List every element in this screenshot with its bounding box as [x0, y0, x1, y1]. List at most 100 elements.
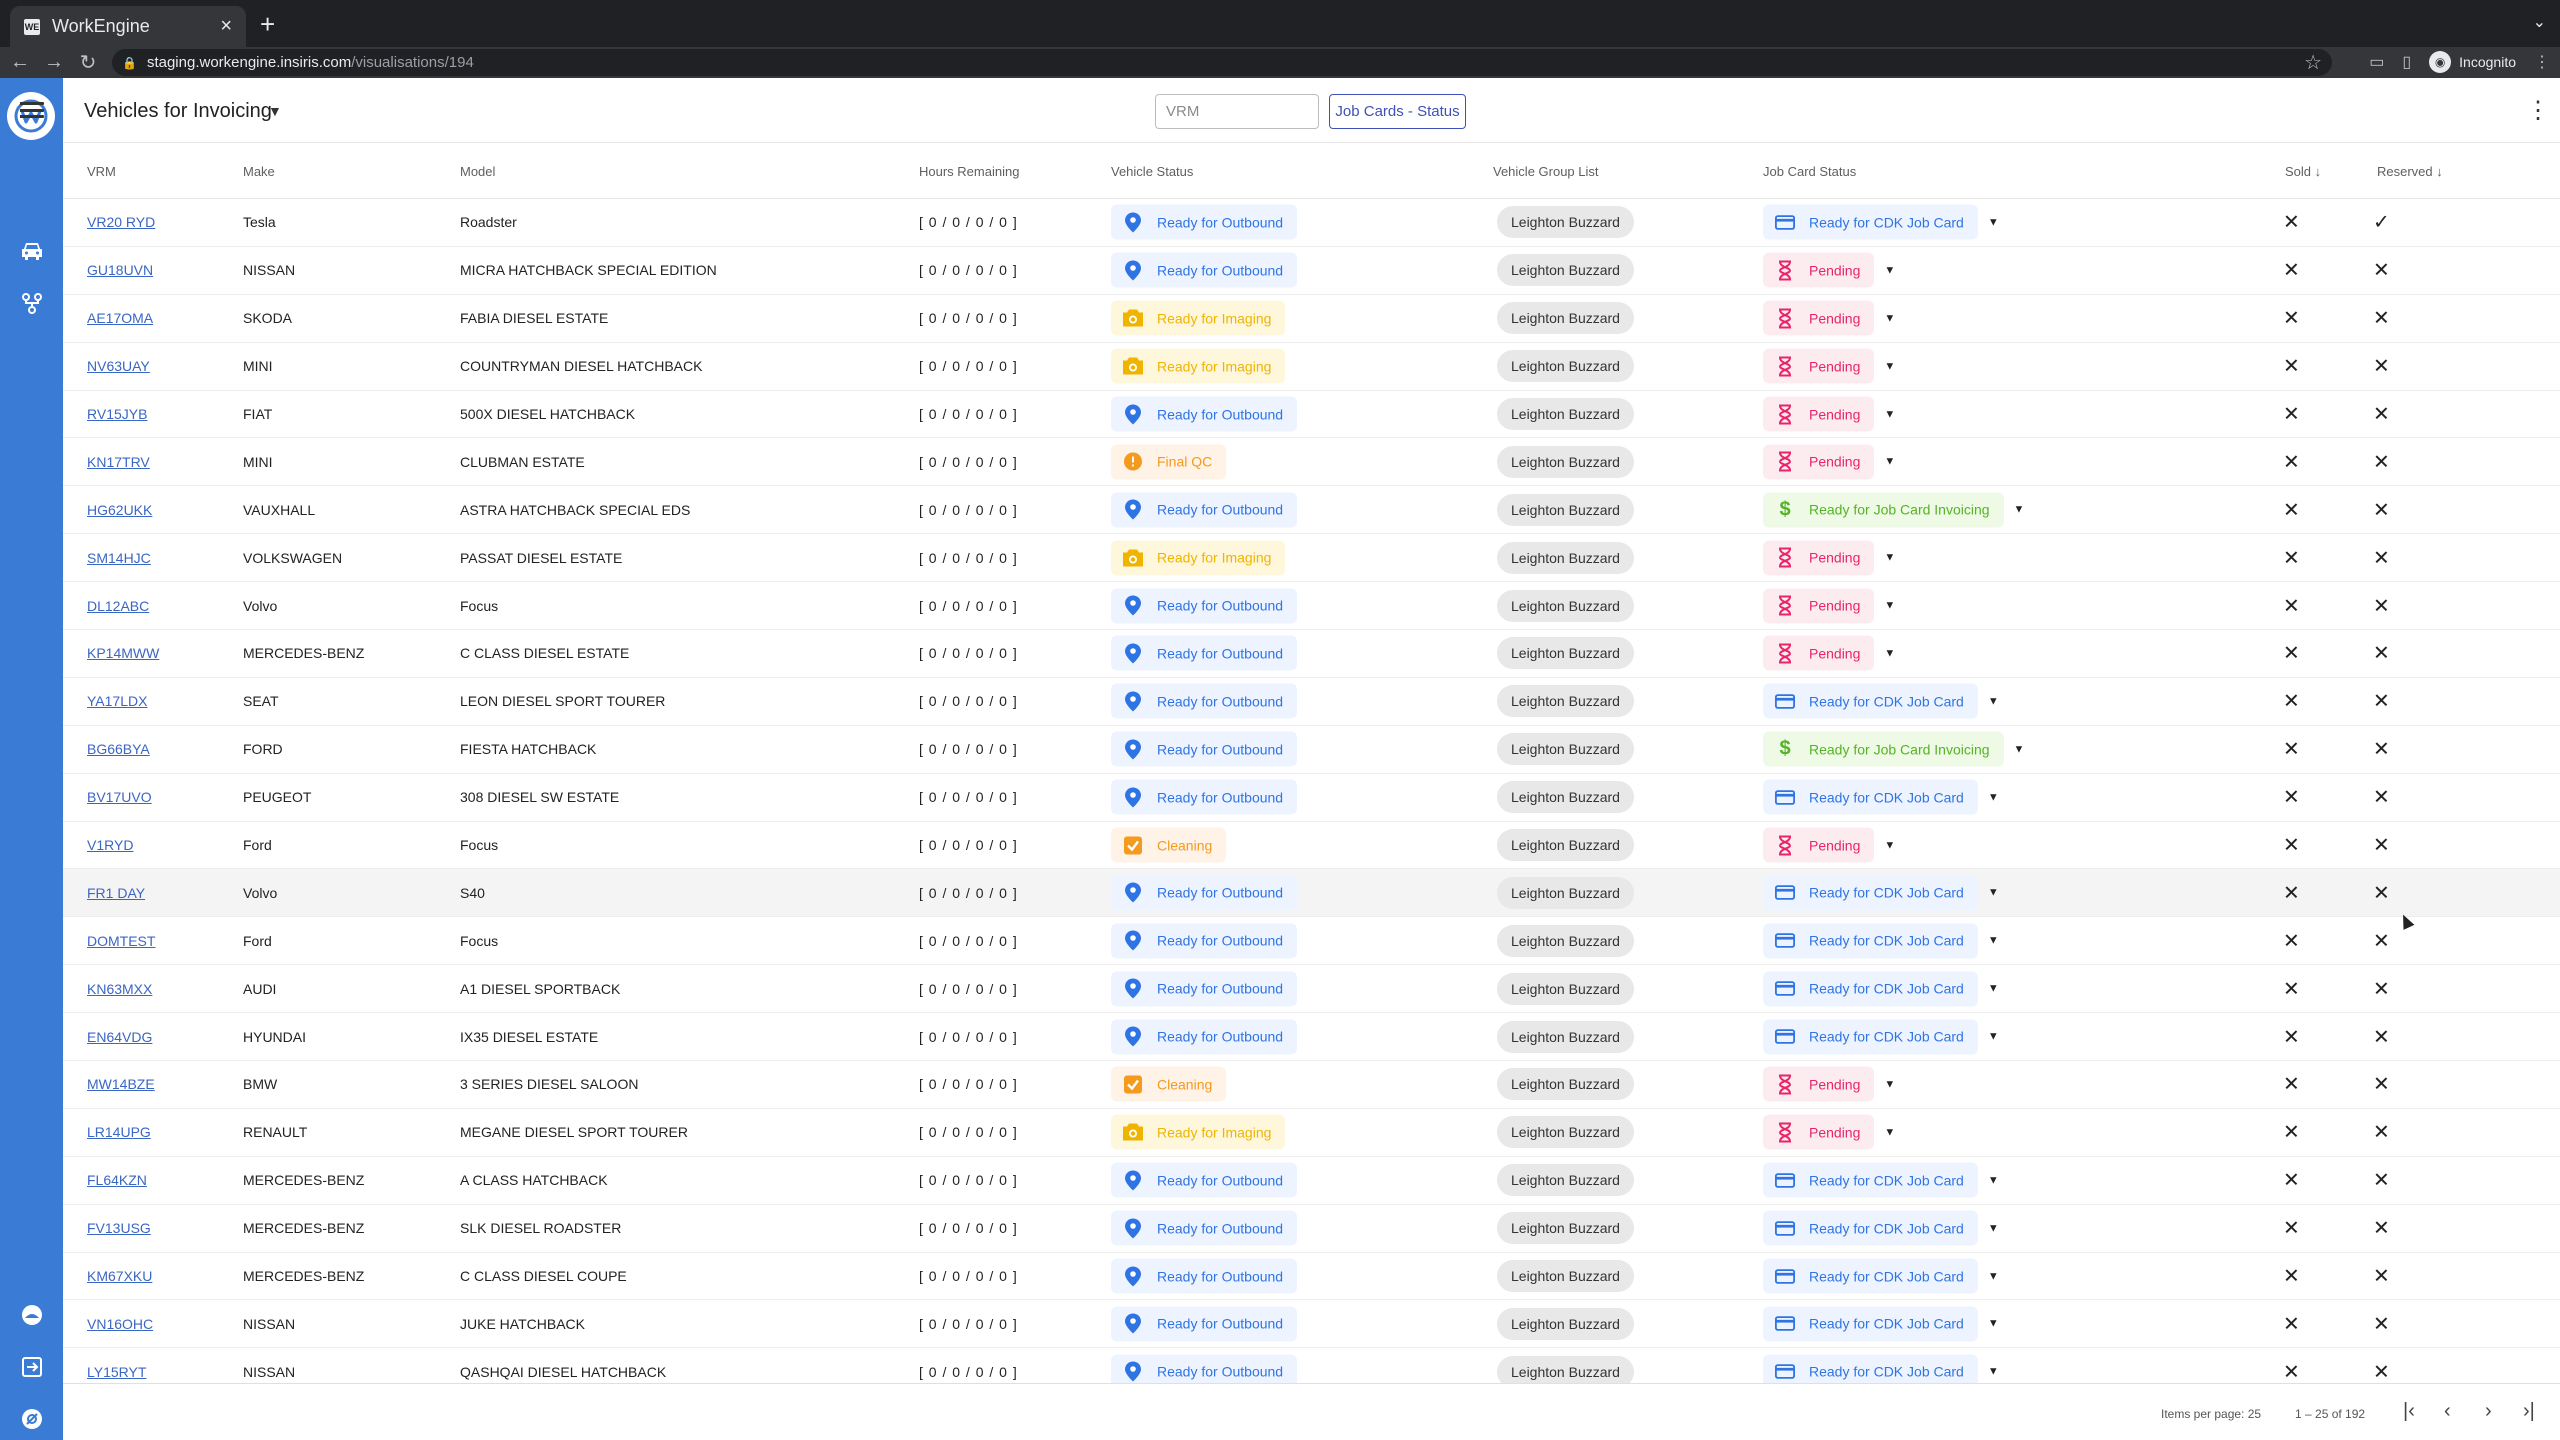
cast-icon[interactable]: ▭: [2369, 54, 2385, 71]
table-row[interactable]: DOMTEST Ford Focus [ 0 / 0 / 0 / 0 ] Rea…: [63, 917, 2560, 966]
table-row[interactable]: DL12ABC Volvo Focus [ 0 / 0 / 0 / 0 ] Re…: [63, 582, 2560, 631]
workflow-nav-icon[interactable]: [17, 288, 47, 318]
table-row[interactable]: MW14BZE BMW 3 SERIES DIESEL SALOON [ 0 /…: [63, 1061, 2560, 1109]
vrm-link[interactable]: SM14HJC: [87, 549, 151, 566]
job-status-dropdown-icon[interactable]: ▼: [1884, 312, 1896, 325]
table-row[interactable]: KP14MWW MERCEDES-BENZ C CLASS DIESEL EST…: [63, 630, 2560, 678]
job-status-dropdown-icon[interactable]: ▼: [1987, 886, 1999, 899]
next-page-icon[interactable]: ›: [2485, 1400, 2492, 1422]
lock-icon[interactable]: 🔒: [122, 55, 137, 70]
vrm-link[interactable]: KM67XKU: [87, 1268, 153, 1285]
vrm-search-input[interactable]: [1155, 94, 1319, 129]
browser-menu-icon[interactable]: ⋮: [2534, 54, 2550, 71]
vrm-link[interactable]: BV17UVO: [87, 789, 152, 806]
browser-tab[interactable]: WE WorkEngine ×: [10, 6, 246, 47]
vrm-link[interactable]: FL64KZN: [87, 1172, 147, 1189]
job-status-dropdown-icon[interactable]: ▼: [1987, 934, 1999, 947]
job-status-dropdown-icon[interactable]: ▼: [1987, 695, 1999, 708]
vrm-link[interactable]: V1RYD: [87, 837, 134, 854]
reload-icon[interactable]: ↻: [79, 52, 97, 74]
col-model[interactable]: Model: [460, 164, 496, 179]
job-status-dropdown-icon[interactable]: ▼: [1884, 408, 1896, 420]
items-per-page[interactable]: Items per page: 25: [2161, 1407, 2262, 1421]
table-row[interactable]: BV17UVO PEUGEOT 308 DIESEL SW ESTATE [ 0…: [63, 774, 2560, 822]
account-icon[interactable]: [17, 1404, 47, 1434]
prev-page-icon[interactable]: ‹: [2444, 1400, 2451, 1422]
job-status-dropdown-icon[interactable]: ▼: [1987, 216, 1999, 229]
job-status-dropdown-icon[interactable]: ▼: [1884, 1126, 1896, 1139]
vrm-link[interactable]: KN17TRV: [87, 453, 150, 470]
table-row[interactable]: V1RYD Ford Focus [ 0 / 0 / 0 / 0 ] Clean…: [63, 822, 2560, 870]
job-status-dropdown-icon[interactable]: ▼: [1987, 1174, 1999, 1187]
vrm-link[interactable]: VN16OHC: [87, 1315, 154, 1332]
hamburger-menu-icon[interactable]: [20, 102, 42, 118]
vrm-link[interactable]: GU18UVN: [87, 262, 154, 279]
incognito-profile[interactable]: ◉ Incognito: [2429, 51, 2516, 73]
table-row[interactable]: NV63UAY MINI COUNTRYMAN DIESEL HATCHBACK…: [63, 343, 2560, 391]
vrm-link[interactable]: HG62UKK: [87, 501, 153, 518]
job-status-dropdown-icon[interactable]: ▼: [1884, 264, 1896, 277]
bookmark-star-icon[interactable]: ☆: [2304, 52, 2322, 74]
job-status-dropdown-icon[interactable]: ▼: [1884, 551, 1896, 564]
col-group[interactable]: Vehicle Group List: [1493, 164, 1599, 179]
vehicles-nav-icon[interactable]: [17, 236, 47, 266]
table-row[interactable]: EN64VDG HYUNDAI IX35 DIESEL ESTATE [ 0 /…: [63, 1013, 2560, 1062]
col-sold[interactable]: Sold ↓: [2285, 164, 2322, 179]
job-status-dropdown-icon[interactable]: ▼: [1987, 1030, 1999, 1043]
vrm-link[interactable]: FV13USG: [87, 1220, 151, 1237]
table-row[interactable]: FR1 DAY Volvo S40 [ 0 / 0 / 0 / 0 ] Read…: [63, 869, 2560, 918]
last-page-icon[interactable]: ›|: [2523, 1400, 2535, 1422]
vrm-link[interactable]: DL12ABC: [87, 597, 150, 614]
vrm-link[interactable]: FR1 DAY: [87, 884, 146, 901]
table-row[interactable]: AE17OMA SKODA FABIA DIESEL ESTATE [ 0 / …: [63, 295, 2560, 343]
vrm-link[interactable]: MW14BZE: [87, 1076, 155, 1093]
vrm-link[interactable]: VR20 RYD: [87, 214, 156, 231]
table-row[interactable]: RV15JYB FIAT 500X DIESEL HATCHBACK [ 0 /…: [63, 391, 2560, 439]
job-status-dropdown-icon[interactable]: ▼: [1884, 1078, 1896, 1091]
job-status-dropdown-icon[interactable]: ▼: [2013, 503, 2025, 516]
help-icon[interactable]: [17, 1300, 47, 1330]
new-tab-icon[interactable]: +: [260, 9, 276, 39]
vrm-link[interactable]: KN63MXX: [87, 980, 153, 997]
vrm-link[interactable]: EN64VDG: [87, 1028, 153, 1045]
job-status-dropdown-icon[interactable]: ▼: [1987, 1270, 1999, 1283]
col-hours[interactable]: Hours Remaining: [919, 164, 1020, 179]
vrm-link[interactable]: KP14MWW: [87, 645, 160, 662]
job-status-dropdown-icon[interactable]: ▼: [1884, 647, 1896, 660]
job-status-dropdown-icon[interactable]: ▼: [1987, 982, 1999, 995]
job-status-dropdown-icon[interactable]: ▼: [1987, 1365, 1999, 1378]
vrm-link[interactable]: LY15RYT: [87, 1363, 147, 1380]
col-vehicle-status[interactable]: Vehicle Status: [1111, 164, 1194, 179]
job-status-dropdown-icon[interactable]: ▼: [1987, 791, 1999, 804]
table-row[interactable]: FV13USG MERCEDES-BENZ SLK DIESEL ROADSTE…: [63, 1205, 2560, 1253]
table-row[interactable]: VN16OHC NISSAN JUKE HATCHBACK [ 0 / 0 / …: [63, 1300, 2560, 1349]
job-status-dropdown-icon[interactable]: ▼: [1884, 599, 1896, 612]
title-dropdown-icon[interactable]: ▼: [268, 103, 282, 119]
table-row[interactable]: GU18UVN NISSAN MICRA HATCHBACK SPECIAL E…: [63, 247, 2560, 295]
tab-search-icon[interactable]: ⌄: [2532, 14, 2546, 31]
table-row[interactable]: SM14HJC VOLKSWAGEN PASSAT DIESEL ESTATE …: [63, 534, 2560, 583]
table-row[interactable]: FL64KZN MERCEDES-BENZ A CLASS HATCHBACK …: [63, 1157, 2560, 1205]
page-title[interactable]: Vehicles for Invoicing: [84, 100, 272, 122]
job-status-dropdown-icon[interactable]: ▼: [1884, 360, 1896, 373]
first-page-icon[interactable]: |‹: [2403, 1400, 2415, 1422]
vrm-link[interactable]: BG66BYA: [87, 741, 150, 758]
side-panel-icon[interactable]: ▯: [2402, 54, 2412, 71]
job-status-dropdown-icon[interactable]: ▼: [1884, 455, 1896, 468]
vrm-link[interactable]: LR14UPG: [87, 1124, 151, 1141]
vrm-link[interactable]: DOMTEST: [87, 932, 156, 949]
job-status-dropdown-icon[interactable]: ▼: [1987, 1317, 1999, 1330]
table-row[interactable]: YA17LDX SEAT LEON DIESEL SPORT TOURER [ …: [63, 678, 2560, 726]
col-reserved[interactable]: Reserved ↓: [2377, 164, 2443, 179]
address-bar[interactable]: 🔒 staging.workengine.insiris.com/visuali…: [112, 49, 2332, 76]
forward-icon[interactable]: →: [44, 51, 64, 73]
more-options-icon[interactable]: ⋮: [2526, 97, 2550, 124]
vrm-link[interactable]: RV15JYB: [87, 406, 148, 422]
vrm-link[interactable]: YA17LDX: [87, 693, 148, 710]
vrm-link[interactable]: NV63UAY: [87, 358, 150, 375]
workengine-logo[interactable]: [7, 92, 55, 140]
table-row[interactable]: KN17TRV MINI CLUBMAN ESTATE [ 0 / 0 / 0 …: [63, 438, 2560, 487]
col-make[interactable]: Make: [243, 164, 275, 179]
table-row[interactable]: VR20 RYD Tesla Roadster [ 0 / 0 / 0 / 0 …: [63, 199, 2560, 247]
table-row[interactable]: KN63MXX AUDI A1 DIESEL SPORTBACK [ 0 / 0…: [63, 965, 2560, 1014]
